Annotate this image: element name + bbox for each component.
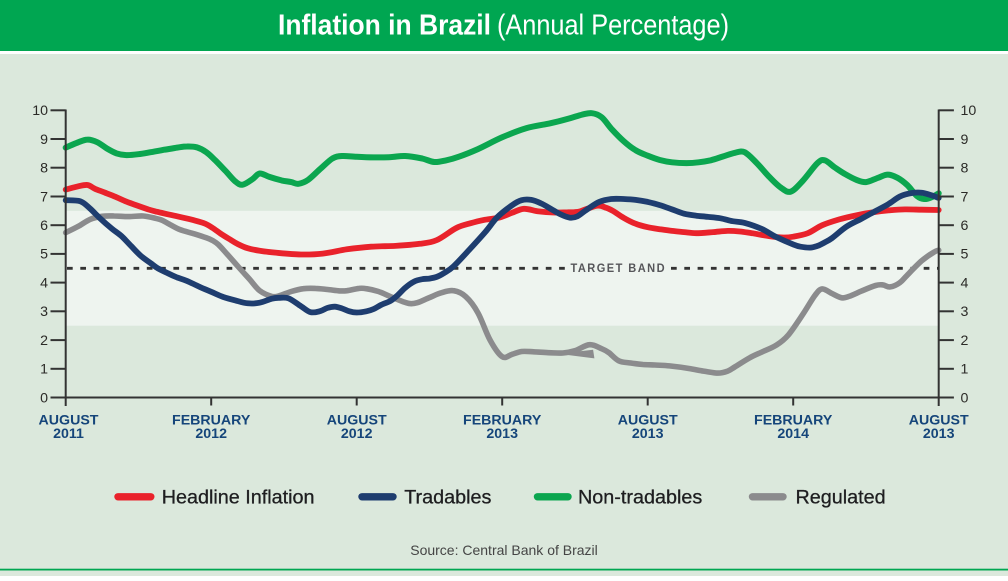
svg-text:3: 3 bbox=[961, 304, 969, 320]
svg-text:FEBRUARY: FEBRUARY bbox=[463, 413, 542, 429]
svg-text:2011: 2011 bbox=[53, 426, 84, 442]
svg-text:2012: 2012 bbox=[341, 426, 373, 442]
svg-text:AUGUST: AUGUST bbox=[618, 413, 678, 429]
svg-text:Tradables: Tradables bbox=[404, 487, 491, 509]
svg-text:9: 9 bbox=[961, 132, 969, 148]
svg-text:1: 1 bbox=[40, 362, 48, 378]
svg-text:(Annual Percentage): (Annual Percentage) bbox=[497, 9, 729, 41]
svg-text:3: 3 bbox=[40, 304, 48, 320]
svg-text:0: 0 bbox=[40, 390, 48, 406]
svg-text:2014: 2014 bbox=[777, 426, 809, 442]
svg-text:2: 2 bbox=[961, 333, 969, 349]
svg-text:FEBRUARY: FEBRUARY bbox=[754, 413, 833, 429]
svg-text:5: 5 bbox=[961, 247, 969, 263]
svg-text:AUGUST: AUGUST bbox=[39, 413, 99, 429]
svg-text:AUGUST: AUGUST bbox=[909, 413, 969, 429]
svg-text:2012: 2012 bbox=[195, 426, 227, 442]
svg-text:8: 8 bbox=[961, 161, 969, 177]
svg-text:Non-tradables: Non-tradables bbox=[578, 487, 702, 509]
svg-text:2013: 2013 bbox=[923, 426, 955, 442]
svg-text:Headline Inflation: Headline Inflation bbox=[162, 487, 315, 509]
svg-text:4: 4 bbox=[961, 275, 969, 291]
svg-text:6: 6 bbox=[40, 218, 48, 234]
svg-text:Regulated: Regulated bbox=[796, 487, 886, 509]
svg-text:Inflation in Brazil: Inflation in Brazil bbox=[278, 9, 491, 41]
svg-text:TARGET BAND: TARGET BAND bbox=[571, 261, 667, 275]
svg-text:0: 0 bbox=[961, 390, 969, 406]
svg-text:9: 9 bbox=[40, 132, 48, 148]
svg-text:2013: 2013 bbox=[632, 426, 664, 442]
svg-text:5: 5 bbox=[40, 247, 48, 263]
svg-text:8: 8 bbox=[40, 161, 48, 177]
svg-text:6: 6 bbox=[961, 218, 969, 234]
svg-text:7: 7 bbox=[40, 189, 48, 205]
svg-text:2013: 2013 bbox=[486, 426, 518, 442]
svg-text:1: 1 bbox=[961, 362, 969, 378]
svg-text:2: 2 bbox=[40, 333, 48, 349]
svg-text:FEBRUARY: FEBRUARY bbox=[172, 413, 251, 429]
svg-text:Source: Central Bank of Brazil: Source: Central Bank of Brazil bbox=[410, 542, 598, 558]
svg-text:4: 4 bbox=[40, 275, 48, 291]
svg-text:10: 10 bbox=[961, 103, 977, 119]
svg-text:7: 7 bbox=[961, 189, 969, 205]
svg-text:10: 10 bbox=[32, 103, 48, 119]
svg-text:AUGUST: AUGUST bbox=[327, 413, 387, 429]
